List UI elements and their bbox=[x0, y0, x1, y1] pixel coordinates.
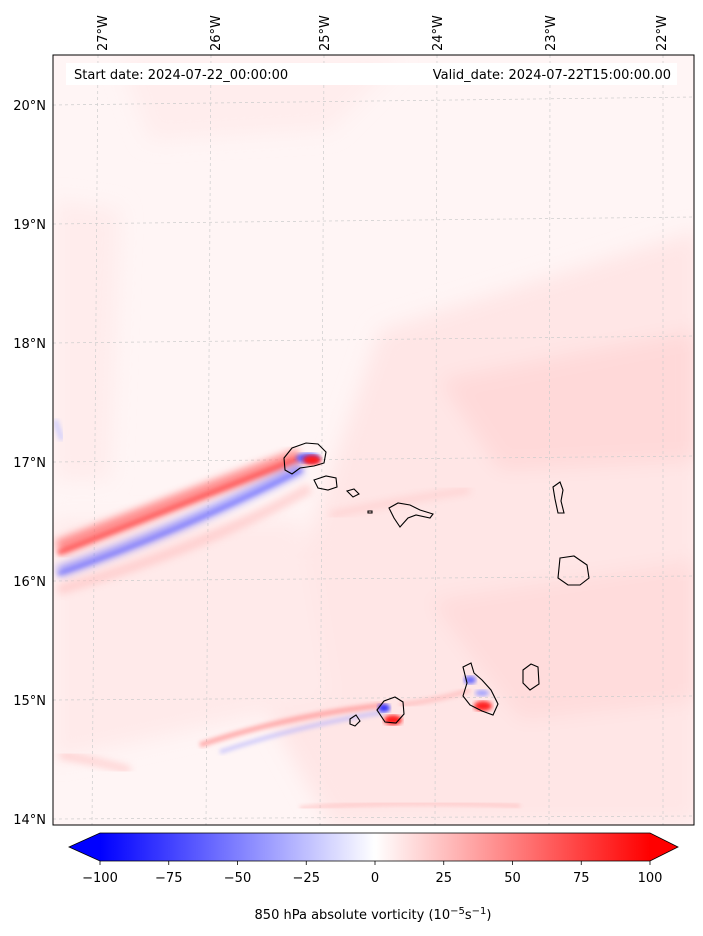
lat-label: 15°N bbox=[13, 694, 46, 709]
island-sao-nicolau bbox=[388, 502, 434, 528]
colorbar-tick-label: 0 bbox=[371, 871, 379, 886]
island-maio bbox=[522, 663, 540, 691]
longitude-labels: 27°W 26°W 25°W 24°W 23°W 22°W bbox=[96, 15, 670, 51]
colorbar-tick-label: −25 bbox=[293, 871, 320, 886]
colorbar-tick-label: −75 bbox=[155, 871, 182, 886]
lat-label: 18°N bbox=[13, 337, 46, 352]
gridlines bbox=[53, 55, 694, 825]
colorbar-tick-label: 100 bbox=[638, 871, 663, 886]
map-frame bbox=[52, 54, 695, 826]
lon-label: 26°W bbox=[209, 15, 224, 51]
colorbar-tick-label: −100 bbox=[82, 871, 118, 886]
start-date-label: Start date: 2024-07-22_00:00:00 bbox=[74, 68, 288, 83]
colorbar-tick-marks bbox=[99, 861, 651, 865]
island-boa-vista bbox=[557, 555, 590, 586]
lat-label: 19°N bbox=[13, 218, 46, 233]
island-branco bbox=[367, 510, 373, 514]
lon-label: 25°W bbox=[318, 15, 333, 51]
island-brava bbox=[349, 714, 361, 727]
island-sao-vicente bbox=[313, 475, 338, 491]
island-santo-antao bbox=[283, 442, 327, 475]
lat-label: 16°N bbox=[13, 575, 46, 590]
lon-label: 23°W bbox=[544, 15, 559, 51]
island-santa-luzia bbox=[345, 488, 360, 498]
colorbar-tick-label: −50 bbox=[224, 871, 251, 886]
colorbar-tick-label: 25 bbox=[435, 871, 452, 886]
vorticity-field-background bbox=[53, 60, 694, 825]
colorbar: −100 −75 −50 −25 0 25 50 75 100 850 hPa … bbox=[68, 832, 679, 923]
info-background bbox=[66, 63, 677, 85]
lon-label: 24°W bbox=[431, 15, 446, 51]
island-santiago bbox=[462, 662, 499, 716]
colorbar-tick-label: 50 bbox=[504, 871, 521, 886]
coastlines bbox=[283, 442, 590, 727]
lat-label: 20°N bbox=[13, 99, 46, 114]
colorbar-min-extension bbox=[69, 833, 100, 861]
colorbar-tick-labels: −100 −75 −50 −25 0 25 50 75 100 bbox=[82, 871, 662, 886]
valid-date-label: Valid_date: 2024-07-22T15:00:00.00 bbox=[433, 68, 671, 83]
lat-label: 14°N bbox=[13, 813, 46, 828]
colorbar-tick-label: 75 bbox=[573, 871, 590, 886]
colorbar-title: 850 hPa absolute vorticity (10−5s−1) bbox=[255, 906, 492, 923]
streak-north bbox=[55, 448, 471, 595]
island-fogo bbox=[376, 696, 405, 724]
lon-label: 22°W bbox=[655, 15, 670, 51]
colorbar-gradient bbox=[100, 833, 650, 861]
map-panel: Start date: 2024-07-22_00:00:00 Valid_da… bbox=[53, 55, 694, 825]
island-sal bbox=[552, 481, 565, 514]
lon-label: 27°W bbox=[96, 15, 111, 51]
colorbar-max-extension bbox=[650, 833, 678, 861]
latitude-labels: 20°N 19°N 18°N 17°N 16°N 15°N 14°N bbox=[13, 99, 46, 828]
lat-label: 17°N bbox=[13, 456, 46, 471]
